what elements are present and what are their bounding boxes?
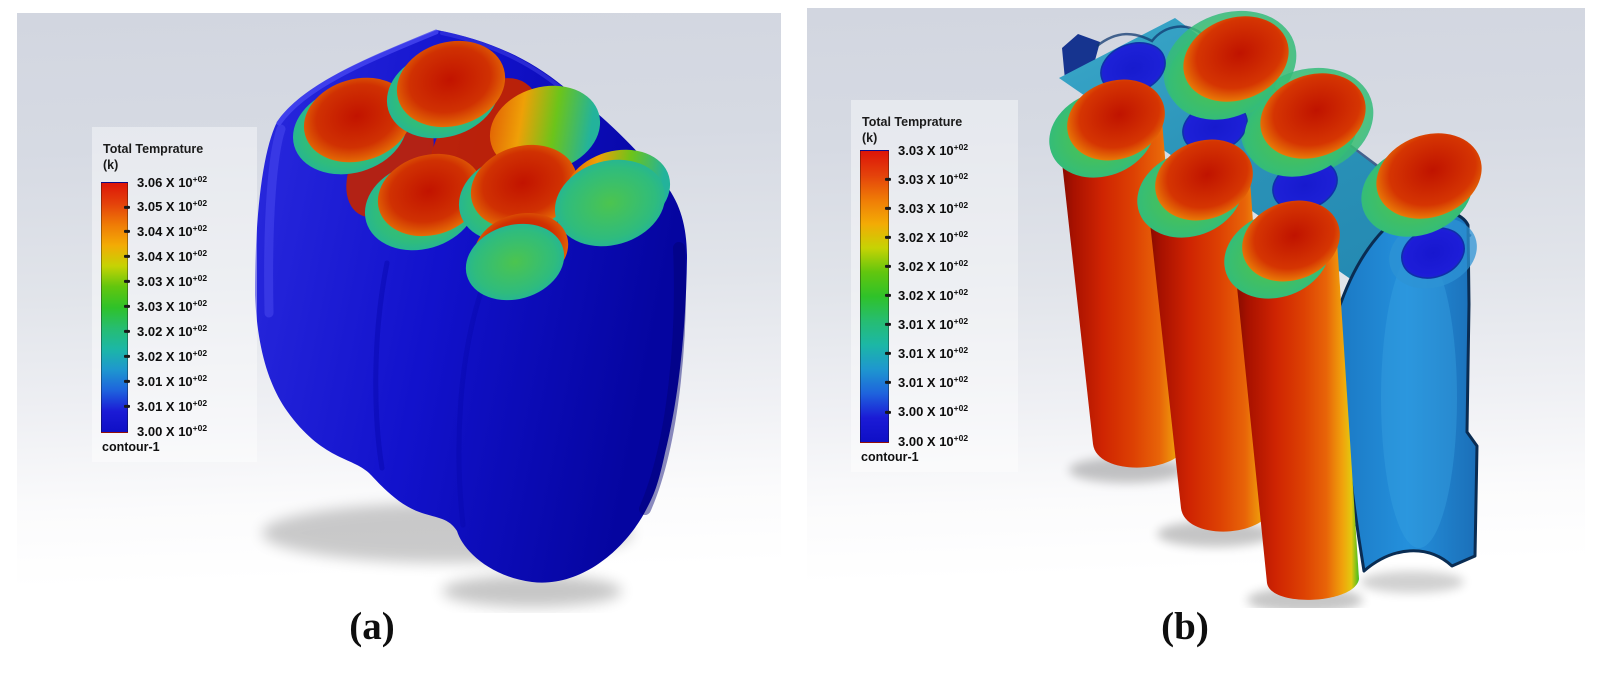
cut-cell-shadow [1360, 571, 1464, 593]
pack-a-front-seam [456, 272, 490, 528]
cell-top-hot [1376, 133, 1482, 219]
legend-tick-b-3: 3.02 X 10+02 [885, 229, 968, 245]
legend-tick-a-3: 3.04 X 10+02 [124, 248, 207, 264]
legend-tick-b-2: 3.03 X 10+02 [885, 200, 968, 216]
legend-tick-b-6: 3.01 X 10+02 [885, 316, 968, 332]
legend-tick-a-4: 3.03 X 10+02 [124, 273, 207, 289]
cell-top-hot [1067, 79, 1165, 161]
legend-tick-b-5: 3.02 X 10+02 [885, 287, 968, 303]
legend-tick-b-8: 3.01 X 10+02 [885, 374, 968, 390]
pack-a-rim-highlight-right [440, 31, 564, 91]
cell-top-hot [1155, 139, 1253, 221]
legend-tick-b-0: 3.03 X 10+02 [898, 141, 969, 158]
legend-tick-a-7: 3.02 X 10+02 [124, 348, 207, 364]
viewport-a: Total Temprature (k) 3.06 X 10+02 3.05 X … [17, 13, 781, 613]
legend-b-title-line1: Total Temprature [862, 115, 963, 129]
colorbar-a-ticks: 3.06 X 10+02 3.05 X 10+02 3.04 X 10+02 3.04… [124, 173, 237, 439]
legend-tick-b-9: 3.00 X 10+02 [885, 403, 968, 420]
legend-tick-a-1: 3.05 X 10+02 [124, 198, 207, 215]
legend-tick-a-0: 3.06 X 10+02 [137, 173, 208, 190]
cell-top-hot [470, 144, 578, 230]
legend-tick-a-8: 3.01 X 10+02 [124, 373, 207, 389]
legend-a-title: Total Temprature (k) [103, 141, 237, 174]
pack-a-right-wall-shade [639, 242, 686, 515]
legend-tick-a-10: 3.00 X 10+02 [137, 422, 208, 439]
subfigure-label-b: (b) [1161, 605, 1209, 648]
legend-tick-a-9: 3.01 X 10+02 [124, 397, 207, 414]
legend-tick-a-2: 3.04 X 10+02 [124, 223, 207, 239]
legend-b-title-line2: (k) [862, 131, 878, 146]
battery-pack-a-render [255, 29, 687, 607]
subfigure-label-a: (a) [349, 605, 395, 648]
legend-tick-a-5: 3.03 X 10+02 [124, 298, 207, 314]
cell-top-hot [1242, 200, 1340, 282]
legend-tick-b-1: 3.03 X 10+02 [885, 170, 968, 187]
pack-a-rim-highlight [276, 29, 439, 126]
battery-pack-b-render [1049, 10, 1482, 608]
cell-top-hot [1260, 73, 1366, 159]
cell-top-cool [554, 159, 666, 247]
battery-cell-body [1233, 241, 1359, 600]
pack-a-front-shadow [442, 575, 622, 607]
legend-tick-b-10: 3.00 X 10+02 [898, 432, 969, 449]
colorbar-b-ticks: 3.03 X 10+02 3.03 X 10+02 3.03 X 10+02 3.02… [885, 141, 998, 449]
colorbar-b [860, 149, 889, 443]
cell-top-hot [396, 40, 506, 128]
legend-b-title: Total Temprature (k) [862, 114, 998, 147]
pack-b-corner-notch [1062, 34, 1100, 80]
legend-b: Total Temprature (k) 3.03 X 10+02 3.03 X … [851, 100, 1018, 471]
legend-tick-b-4: 3.02 X 10+02 [885, 258, 968, 274]
pack-a-front-seam [373, 260, 390, 471]
legend-a-title-line1: Total Temprature [103, 142, 204, 156]
viewport-b: Total Temprature (k) 3.03 X 10+02 3.03 X … [807, 8, 1585, 608]
battery-cell-3 [1224, 200, 1359, 600]
legend-a-title-line2: (k) [103, 158, 119, 173]
legend-tick-a-6: 3.02 X 10+02 [124, 323, 207, 339]
cut-cell-face-highlight [1381, 248, 1457, 548]
cell-top-hot [377, 153, 483, 237]
cell-top-hot [303, 77, 413, 163]
legend-a: Total Temprature (k) 3.06 X 10+02 3.05 X … [92, 127, 257, 461]
pack-a-left-wall-highlight [264, 124, 286, 318]
cell-top-cool [465, 223, 565, 301]
cell-top-hot [1183, 16, 1289, 102]
legend-b-footer: contour-1 [861, 449, 919, 464]
legend-a-footer: contour-1 [102, 439, 160, 454]
legend-tick-b-7: 3.01 X 10+02 [885, 345, 968, 361]
